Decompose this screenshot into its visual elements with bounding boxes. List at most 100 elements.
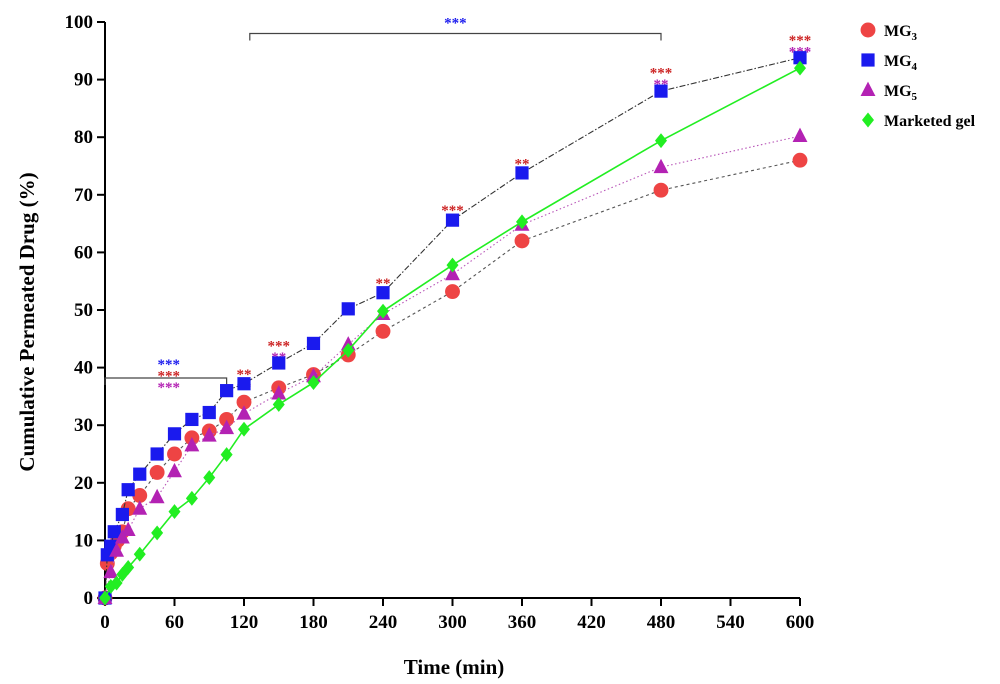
axes: 0 60 120 180 240 300 360 420 480 540 600 0 10 20 30 40 5…	[65, 12, 815, 633]
x-tick-label: 600	[786, 612, 815, 633]
significance-stars: ***	[444, 16, 467, 32]
data-point	[133, 546, 146, 562]
series-mg4	[98, 51, 807, 605]
significance-stars: ***	[268, 338, 291, 354]
y-tick-label: 60	[74, 242, 93, 263]
data-point	[149, 488, 165, 504]
data-point	[792, 152, 808, 168]
significance-bracket	[104, 377, 228, 385]
data-point	[185, 412, 199, 427]
y-axis-title: Cumulative Permeated Drug (%)	[15, 172, 39, 471]
legend-subscript: 5	[912, 91, 918, 103]
data-point	[655, 133, 667, 149]
data-point	[167, 446, 182, 462]
data-point	[116, 566, 129, 582]
y-tick-label: 10	[74, 530, 93, 551]
data-point	[168, 504, 181, 520]
legend-label: MG3	[884, 23, 918, 43]
data-point	[236, 394, 252, 410]
x-tick-label: 420	[577, 612, 606, 633]
data-point	[653, 182, 669, 198]
data-point	[114, 529, 130, 544]
data-point	[515, 166, 529, 180]
data-point	[514, 233, 530, 249]
x-tick-label: 0	[100, 612, 110, 633]
significance-stars: ***	[157, 357, 180, 373]
x-tick-label: 60	[165, 612, 184, 633]
data-point	[793, 51, 807, 65]
data-point	[446, 257, 459, 273]
legend-subscript: 3	[912, 31, 918, 43]
x-tick-label: 300	[438, 612, 467, 633]
data-point	[342, 342, 355, 358]
data-point	[109, 542, 125, 557]
data-point	[203, 470, 216, 486]
series-layer	[97, 51, 808, 606]
data-point	[377, 303, 389, 319]
data-point	[103, 563, 119, 579]
data-point	[99, 590, 111, 606]
data-point	[121, 483, 135, 497]
data-point	[167, 462, 182, 478]
significance-annotations: ***************************************	[104, 16, 811, 396]
data-point	[149, 464, 165, 480]
data-point	[862, 112, 874, 128]
data-point	[654, 84, 668, 98]
data-point	[185, 490, 198, 506]
legend: MG3 MG4 MG5 Marketed gel	[860, 22, 976, 130]
legend-item: MG5	[860, 81, 918, 103]
legend-item: Marketed gel	[862, 112, 976, 130]
data-point	[120, 521, 136, 537]
data-point	[219, 412, 235, 427]
data-point	[220, 384, 234, 398]
data-point	[516, 214, 528, 230]
data-point	[272, 397, 285, 412]
data-point	[860, 81, 876, 96]
data-point	[794, 60, 806, 76]
y-tick-label: 0	[84, 588, 94, 609]
data-point	[445, 265, 460, 281]
data-point	[861, 53, 875, 67]
data-point	[445, 213, 460, 227]
data-point	[132, 500, 148, 515]
data-point	[306, 336, 321, 351]
data-point	[201, 427, 217, 442]
series-line	[104, 67, 801, 599]
significance-stars: ***	[650, 65, 673, 81]
x-tick-label: 480	[647, 612, 676, 633]
x-tick-label: 240	[369, 612, 398, 633]
data-point	[184, 436, 200, 452]
data-point	[860, 22, 876, 38]
series-mg5	[97, 127, 808, 604]
x-tick-label: 360	[508, 612, 537, 633]
legend-label: Marketed gel	[884, 113, 976, 130]
series-marketed-gel	[99, 60, 806, 606]
significance-stars: ***	[157, 368, 180, 384]
data-point	[792, 127, 808, 143]
data-point	[219, 419, 235, 435]
y-tick-label: 20	[74, 473, 93, 494]
series-line	[104, 57, 801, 599]
data-point	[376, 286, 390, 300]
data-point	[202, 405, 216, 420]
data-point	[133, 467, 147, 481]
data-point	[445, 284, 460, 300]
data-point	[115, 507, 129, 522]
data-point	[271, 385, 287, 400]
data-point	[307, 375, 320, 391]
data-point	[238, 421, 250, 437]
data-point	[653, 158, 669, 174]
legend-item: MG4	[861, 53, 918, 73]
y-tick-label: 50	[74, 300, 93, 321]
data-point	[110, 575, 123, 591]
y-tick-label: 90	[74, 70, 93, 91]
legend-label: MG4	[884, 53, 918, 73]
data-point	[236, 405, 252, 420]
y-tick-label: 70	[74, 185, 93, 206]
y-tick-label: 40	[74, 358, 93, 379]
data-point	[375, 323, 391, 339]
x-tick-label: 120	[230, 612, 259, 633]
x-axis-title: Time (min)	[404, 655, 505, 679]
data-point	[272, 356, 286, 370]
